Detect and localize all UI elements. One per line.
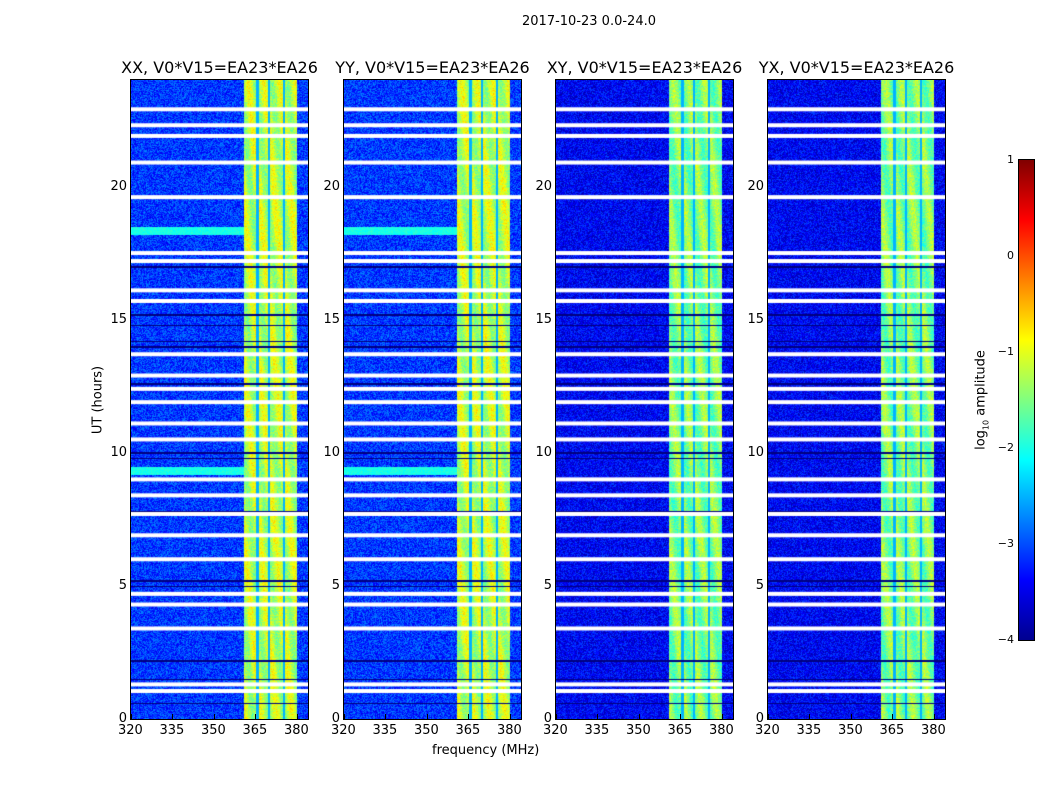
x-tick-mark: [344, 714, 345, 719]
x-tick-label: 335: [796, 723, 822, 738]
x-tick-mark: [468, 714, 470, 719]
x-tick-label: 380: [920, 723, 946, 738]
x-tick-mark: [255, 714, 257, 719]
x-tick-mark: [892, 714, 894, 719]
x-tick-label: 335: [372, 723, 398, 738]
x-tick-mark: [933, 714, 935, 719]
x-tick-label: 320: [331, 723, 356, 738]
colorbar-tick-label: 1: [1007, 153, 1014, 166]
heatmap-canvas: [768, 80, 945, 719]
y-tick-label: 5: [543, 577, 552, 593]
heatmap-panel-3: [767, 79, 946, 720]
y-tick-label: 10: [747, 444, 764, 460]
heatmap-panel-0: [130, 79, 309, 720]
colorbar-tick-label: −2: [997, 441, 1014, 454]
x-tick-mark: [426, 714, 428, 719]
y-tick-label: 0: [543, 711, 552, 726]
panel-title: YY, V0*V15=EA23*EA26: [335, 58, 530, 77]
y-tick-label: 15: [323, 311, 340, 327]
x-tick-label: 320: [543, 723, 568, 738]
heatmap-panel-1: [343, 79, 522, 720]
panel-title: YX, V0*V15=EA23*EA26: [758, 58, 955, 77]
x-tick-label: 350: [625, 723, 651, 738]
x-tick-mark: [850, 714, 852, 719]
colorbar-tick-label: −4: [997, 633, 1014, 646]
y-tick-label: 20: [535, 178, 552, 194]
x-tick-label: 380: [496, 723, 522, 738]
x-tick-mark: [768, 714, 769, 719]
colorbar: [1018, 159, 1035, 641]
y-tick-label: 0: [755, 711, 764, 726]
x-tick-label: 350: [837, 723, 863, 738]
x-tick-mark: [809, 714, 811, 719]
x-tick-label: 350: [200, 723, 226, 738]
y-tick-label: 0: [118, 711, 127, 726]
y-tick-label: 15: [747, 311, 764, 327]
y-tick-label: 15: [535, 311, 552, 327]
y-tick-label: 20: [747, 178, 764, 194]
x-tick-label: 350: [413, 723, 439, 738]
colorbar-tick-label: −1: [997, 345, 1014, 358]
colorbar-tick-label: 0: [1007, 249, 1014, 262]
heatmap-panel-2: [555, 79, 734, 720]
colorbar-label: log10 amplitude: [973, 350, 991, 450]
x-tick-mark: [680, 714, 682, 719]
x-tick-label: 365: [242, 723, 268, 738]
x-tick-label: 365: [667, 723, 693, 738]
x-tick-mark: [638, 714, 640, 719]
heatmap-canvas: [131, 80, 308, 719]
y-tick-label: 5: [331, 577, 340, 593]
y-tick-label: 10: [323, 444, 340, 460]
x-tick-mark: [556, 714, 557, 719]
x-tick-label: 335: [584, 723, 610, 738]
y-tick-label: 20: [323, 178, 340, 194]
x-tick-mark: [296, 714, 298, 719]
x-tick-label: 320: [755, 723, 780, 738]
x-axis-label: frequency (MHz): [432, 743, 540, 758]
y-tick-label: 5: [755, 577, 764, 593]
x-tick-label: 335: [159, 723, 185, 738]
x-tick-label: 365: [879, 723, 905, 738]
y-tick-label: 15: [110, 311, 127, 327]
panel-title: XY, V0*V15=EA23*EA26: [546, 58, 743, 77]
x-tick-label: 380: [283, 723, 309, 738]
y-tick-label: 10: [535, 444, 552, 460]
heatmap-canvas: [344, 80, 521, 719]
x-tick-label: 365: [455, 723, 481, 738]
figure-title: 2017-10-23 0.0-24.0: [522, 14, 656, 29]
panel-title: XX, V0*V15=EA23*EA26: [121, 58, 318, 77]
x-tick-mark: [509, 714, 511, 719]
y-axis-label: UT (hours): [90, 365, 106, 435]
heatmap-canvas: [556, 80, 733, 719]
x-tick-mark: [213, 714, 215, 719]
y-tick-label: 0: [331, 711, 340, 726]
x-tick-label: 380: [708, 723, 734, 738]
x-tick-mark: [597, 714, 599, 719]
y-tick-label: 5: [118, 577, 127, 593]
x-tick-mark: [721, 714, 723, 719]
x-tick-mark: [385, 714, 387, 719]
x-tick-mark: [131, 714, 132, 719]
y-tick-label: 20: [110, 178, 127, 194]
colorbar-tick-label: −3: [997, 537, 1014, 550]
y-tick-label: 10: [110, 444, 127, 460]
x-tick-mark: [172, 714, 174, 719]
x-tick-label: 320: [118, 723, 143, 738]
